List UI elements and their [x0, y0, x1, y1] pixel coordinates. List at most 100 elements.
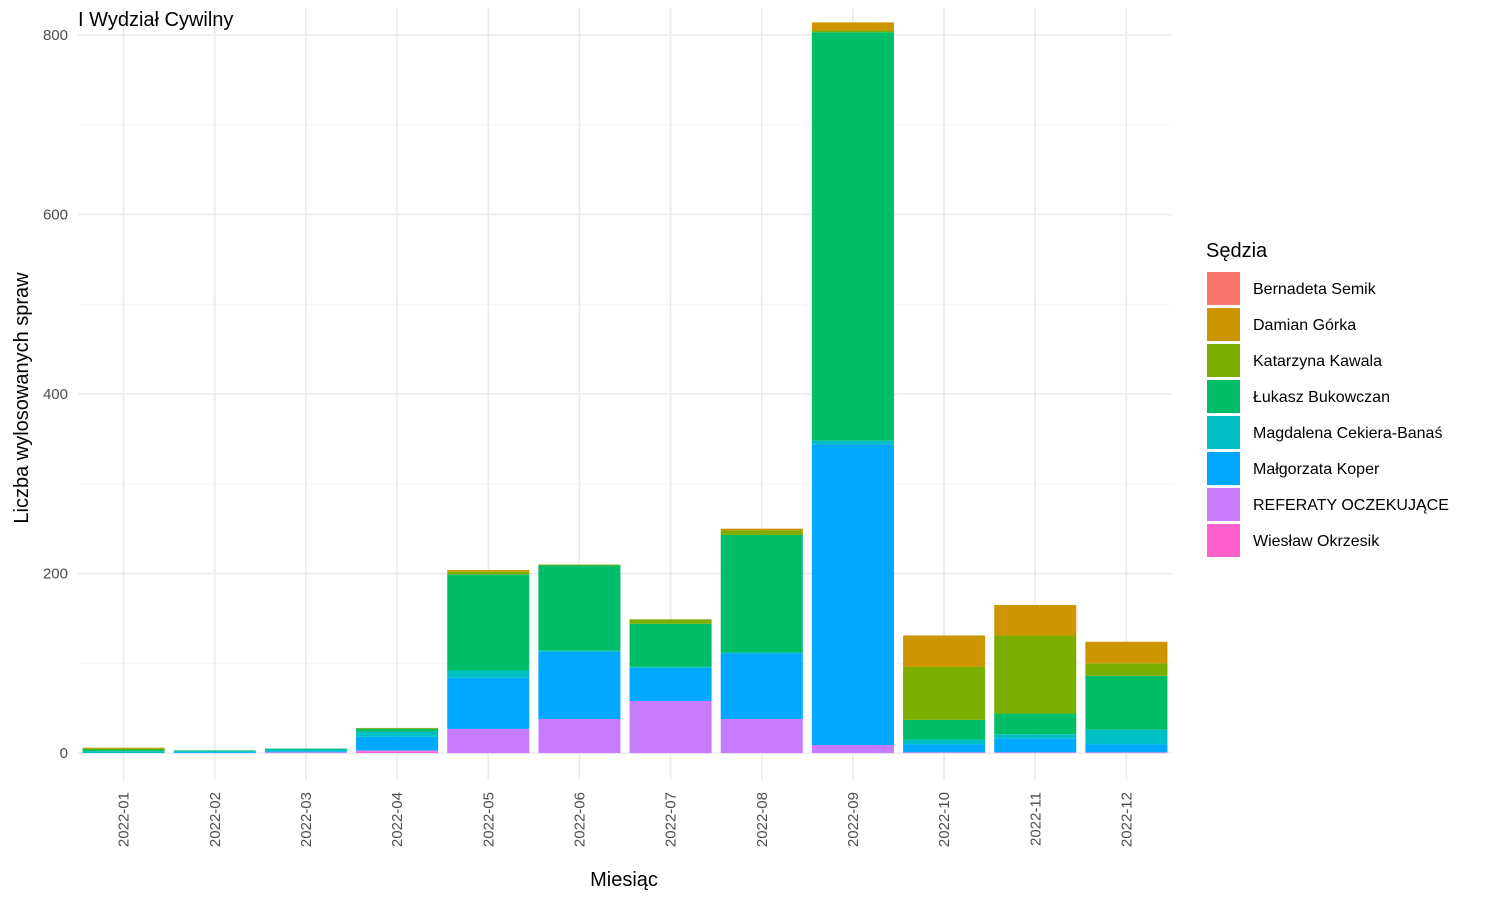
legend-label: Wiesław Okrzesik [1253, 533, 1380, 550]
bar-segment [1085, 675, 1168, 730]
x-tick-label: 2022-10 [936, 792, 953, 847]
bar-segment [82, 748, 165, 750]
legend-swatch [1207, 488, 1240, 521]
bar-segment [447, 574, 530, 671]
x-tick-label: 2022-01 [116, 792, 133, 847]
legend-swatch [1207, 272, 1240, 305]
chart-title: I Wydział Cywilny [78, 9, 233, 31]
x-tick-label: 2022-08 [754, 792, 771, 847]
bar-segment [447, 677, 530, 729]
bar-segment [1085, 641, 1168, 664]
bar-segment [356, 727, 439, 729]
bar-segment [264, 751, 347, 753]
bar-segment [356, 728, 439, 732]
bar-segment [720, 530, 803, 535]
legend-label: Damian Górka [1253, 317, 1356, 334]
x-tick-label: 2022-05 [480, 792, 497, 847]
bar-segment [994, 752, 1077, 754]
bar-segment [720, 534, 803, 653]
bar-segment [720, 718, 803, 754]
x-tick-label: 2022-07 [663, 792, 680, 847]
bar-segment [994, 604, 1077, 636]
x-tick-label: 2022-09 [845, 792, 862, 847]
bar-segment [1085, 744, 1168, 753]
x-tick-label: 2022-11 [1027, 792, 1044, 846]
bar-segment [811, 30, 894, 33]
y-tick-label: 0 [60, 745, 68, 762]
y-tick-label: 200 [43, 566, 68, 583]
legend-label: Katarzyna Kawala [1253, 353, 1382, 370]
bar-segment [264, 752, 347, 754]
bar-segment [720, 528, 803, 531]
bar-segment [356, 750, 439, 752]
bar-segment [903, 666, 986, 720]
x-axis-title: Miesiąc [590, 869, 658, 891]
bar-segment [356, 751, 439, 754]
x-tick-label: 2022-04 [389, 792, 406, 847]
bar-segment [629, 701, 712, 754]
y-tick-label: 600 [43, 206, 68, 223]
bar-segment [811, 440, 894, 445]
bar-segment [811, 444, 894, 745]
bar-segment [629, 666, 712, 668]
legend-label: Magdalena Cekiera-Banaś [1253, 425, 1442, 442]
bar-segment [994, 713, 1077, 735]
legend-label: Małgorzata Koper [1253, 461, 1380, 478]
bar-segment [994, 734, 1077, 739]
y-tick-label: 400 [43, 386, 68, 403]
bar-segment [173, 751, 256, 753]
bar-segment [447, 569, 530, 572]
legend-swatch [1207, 344, 1240, 377]
bar-segment [1085, 752, 1168, 754]
legend-swatch [1207, 452, 1240, 485]
legend-label: Łukasz Bukowczan [1253, 389, 1390, 406]
bar-segment [629, 623, 712, 667]
bar-segment [538, 565, 621, 651]
bar-segment [264, 749, 347, 752]
bar-segment [629, 619, 712, 624]
bar-segment [82, 751, 165, 754]
bar-segment [538, 718, 621, 754]
legend-label: Bernadeta Semik [1253, 281, 1377, 298]
bar-segment [447, 728, 530, 754]
bar-segment [994, 738, 1077, 753]
bar-segment [903, 752, 986, 754]
bar-segment [811, 22, 894, 31]
bar-segment [811, 32, 894, 441]
bar-segment [173, 750, 256, 752]
x-axis-ticks: 2022-01 2022-02 2022-03 2022-04 2022-05 2022-… [116, 792, 1136, 847]
x-tick-label: 2022-03 [298, 792, 315, 847]
legend-swatch [1207, 308, 1240, 341]
bar-segment [356, 731, 439, 737]
bar-segment [994, 635, 1077, 714]
bar-segment [903, 719, 986, 740]
bar-segment [1085, 663, 1168, 676]
legend: Sędzia Bernadeta Semik Damian Górka Katarz… [1206, 240, 1449, 557]
bar-segment [1085, 729, 1168, 745]
x-tick-label: 2022-06 [571, 792, 588, 847]
bars [82, 22, 1168, 754]
legend-title: Sędzia [1206, 240, 1268, 262]
bar-segment [173, 752, 256, 754]
bar-segment [447, 571, 530, 575]
bar-segment [903, 744, 986, 753]
bar-segment [720, 653, 803, 719]
x-tick-label: 2022-02 [207, 792, 224, 847]
legend-swatch [1207, 416, 1240, 449]
legend-swatch [1207, 380, 1240, 413]
bar-segment [903, 739, 986, 745]
bar-segment [811, 744, 894, 754]
legend-swatch [1207, 524, 1240, 557]
bar-segment [264, 748, 347, 750]
bar-segment [82, 747, 165, 749]
bar-segment [538, 651, 621, 719]
bar-segment [82, 749, 165, 752]
bar-segment [720, 652, 803, 654]
bar-segment [903, 635, 986, 667]
y-axis-ticks: 0 200 400 600 800 [43, 27, 68, 762]
bar-segment [629, 667, 712, 702]
legend-label: REFERATY OCZEKUJĄCE [1253, 497, 1449, 514]
bar-segment [538, 564, 621, 566]
